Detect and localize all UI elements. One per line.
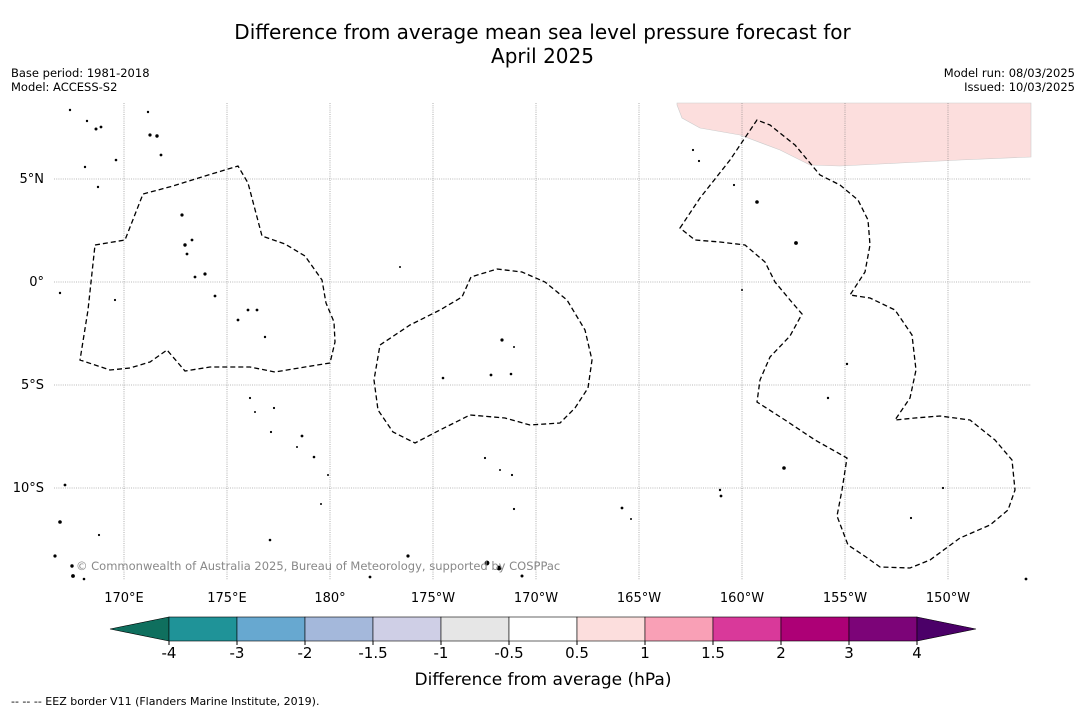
pressure-anomaly-region bbox=[676, 102, 1032, 167]
eez-border-tokelau bbox=[373, 268, 593, 444]
title-line-2: April 2025 bbox=[491, 44, 594, 68]
colorbar: -4 -3 -2 -1.5 -1 -0.5 0.5 1 1.5 2 3 4 bbox=[109, 616, 977, 662]
lon-label-150w: 150°W bbox=[926, 591, 970, 606]
eez-border-line-islands bbox=[679, 119, 1016, 569]
colorbar-cell bbox=[712, 616, 782, 642]
colorbar-tick-label: 3 bbox=[844, 644, 854, 662]
colorbar-label: Difference from average (hPa) bbox=[415, 670, 672, 690]
meta-right: Model run: 08/03/2025 Issued: 10/03/2025 bbox=[944, 66, 1075, 94]
colorbar-extend-low bbox=[109, 616, 170, 642]
colorbar-tick-label: -3 bbox=[230, 644, 245, 662]
lat-label-5s: 5°S bbox=[21, 378, 44, 393]
lon-label-170w: 170°W bbox=[514, 591, 558, 606]
colorbar-cell bbox=[440, 616, 510, 642]
colorbar-tick-label: 1 bbox=[640, 644, 650, 662]
lon-label-170e: 170°E bbox=[104, 591, 144, 606]
lat-label-5n: 5°N bbox=[20, 172, 45, 187]
colorbar-tick-label: -4 bbox=[162, 644, 177, 662]
colorbar-tick-label: 0.5 bbox=[565, 644, 589, 662]
model-run: Model run: 08/03/2025 bbox=[943, 66, 1075, 80]
colorbar-cell bbox=[780, 616, 850, 642]
lon-label-155w: 155°W bbox=[823, 591, 867, 606]
colorbar-cells bbox=[168, 616, 918, 642]
colorbar-cell bbox=[644, 616, 714, 642]
model-name: Model: ACCESS-S2 bbox=[11, 80, 118, 94]
colorbar-extend-high bbox=[916, 616, 977, 642]
eez-legend-footnote: -- -- -- EEZ border V11 (Flanders Marine… bbox=[11, 695, 320, 708]
lon-label-165w: 165°W bbox=[617, 591, 661, 606]
colorbar-cell bbox=[372, 616, 442, 642]
colorbar-ticks: -4 -3 -2 -1.5 -1 -0.5 0.5 1 1.5 2 3 4 bbox=[162, 641, 922, 662]
colorbar-cell bbox=[508, 616, 578, 642]
lon-label-160w: 160°W bbox=[720, 591, 764, 606]
colorbar-cell bbox=[848, 616, 918, 642]
title-line-1: Difference from average mean sea level p… bbox=[234, 20, 851, 44]
colorbar-tick-label: -0.5 bbox=[494, 644, 523, 662]
colorbar-tick-label: 1.5 bbox=[701, 644, 725, 662]
colorbar-tick-label: -1 bbox=[434, 644, 449, 662]
lon-label-175w: 175°W bbox=[411, 591, 455, 606]
base-period: Base period: 1981-2018 bbox=[11, 66, 150, 80]
copyright-notice: © Commonwealth of Australia 2025, Bureau… bbox=[76, 559, 560, 573]
colorbar-tick-label: 2 bbox=[776, 644, 786, 662]
colorbar-tick-label: 4 bbox=[912, 644, 922, 662]
lon-label-180: 180° bbox=[314, 591, 345, 606]
colorbar-tick-label: -2 bbox=[298, 644, 313, 662]
lat-gridlines bbox=[54, 178, 1031, 489]
issued-date: Issued: 10/03/2025 bbox=[964, 80, 1075, 94]
islands bbox=[53, 108, 1028, 581]
colorbar-cell bbox=[236, 616, 306, 642]
colorbar-cell bbox=[576, 616, 646, 642]
meta-left: Base period: 1981-2018 Model: ACCESS-S2 bbox=[11, 66, 150, 94]
colorbar-cell bbox=[304, 616, 374, 642]
lat-label-0: 0° bbox=[29, 275, 44, 290]
lat-label-10s: 10°S bbox=[13, 481, 44, 496]
lon-label-175e: 175°E bbox=[207, 591, 247, 606]
chart-title: Difference from average mean sea level p… bbox=[0, 20, 1085, 68]
eez-border-kiribati-gilberts bbox=[79, 165, 336, 373]
colorbar-tick-label: -1.5 bbox=[358, 644, 387, 662]
colorbar-cell bbox=[168, 616, 238, 642]
lon-gridlines bbox=[123, 103, 949, 580]
